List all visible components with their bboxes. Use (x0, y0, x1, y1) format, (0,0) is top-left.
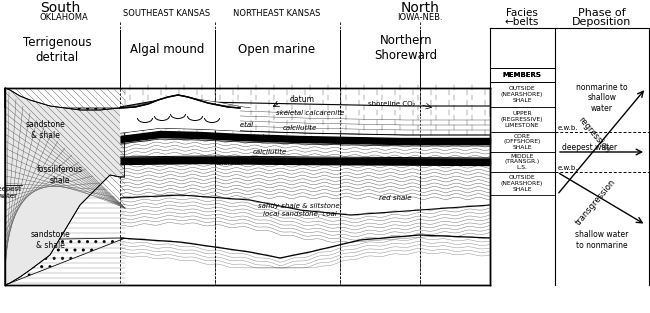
Text: skeletal: skeletal (216, 160, 244, 166)
Bar (490, 68, 555, 82)
Text: md-assoc.: md-assoc. (174, 102, 206, 107)
Text: Deposition: Deposition (572, 17, 632, 27)
Text: sandy shale & siltstone;
local sandstone, coal: sandy shale & siltstone; local sandstone… (258, 203, 342, 217)
Text: NORTHEAST KANSAS: NORTHEAST KANSAS (233, 9, 320, 18)
Text: Facies: Facies (506, 8, 538, 18)
Text: shoreline CO₂: shoreline CO₂ (368, 101, 415, 107)
Text: Algal mound: Algal mound (130, 44, 204, 57)
Text: red shale: red shale (379, 195, 411, 201)
Text: MEMBERS: MEMBERS (502, 72, 541, 78)
Text: OUTSIDE
(NEARSHORE)
SHALE: OUTSIDE (NEARSHORE) SHALE (500, 175, 543, 192)
Text: MEMBERS: MEMBERS (502, 72, 541, 78)
Text: OKLAHOMA: OKLAHOMA (40, 13, 89, 22)
Text: sandstone
& shale: sandstone & shale (25, 120, 65, 140)
Text: ←belts: ←belts (505, 17, 540, 27)
Text: Northern
Shoreward: Northern Shoreward (374, 34, 437, 62)
Text: calcilutite: calcilutite (253, 149, 287, 155)
Text: deepest water: deepest water (562, 142, 618, 151)
Text: deepest
water: deepest water (0, 187, 22, 199)
Text: North: North (400, 1, 439, 15)
Text: CORE
(OFFSHORE)
SHALE: CORE (OFFSHORE) SHALE (503, 134, 541, 150)
Bar (490, 82, 555, 107)
Bar (490, 172, 555, 195)
Text: IOWA-NEB.: IOWA-NEB. (397, 13, 443, 22)
Text: nonmarine to
shallow
water: nonmarine to shallow water (576, 83, 628, 113)
Polygon shape (5, 88, 125, 285)
Text: skeletal: skeletal (226, 122, 254, 128)
Bar (490, 107, 555, 132)
Text: regression: regression (577, 115, 612, 155)
Text: SOUTHEAST KANSAS: SOUTHEAST KANSAS (124, 9, 211, 18)
Polygon shape (120, 95, 240, 133)
Text: Phase of: Phase of (578, 8, 626, 18)
Polygon shape (5, 88, 125, 285)
Text: blackshale: blackshale (231, 134, 268, 140)
Text: transgression: transgression (574, 177, 618, 227)
Text: shallow water
to nonmarine: shallow water to nonmarine (575, 230, 629, 250)
Text: skeletal calcarenite: skeletal calcarenite (276, 110, 344, 116)
Bar (490, 152, 555, 172)
Text: Open marine: Open marine (239, 44, 315, 57)
Text: algal calcilutite: algal calcilutite (151, 113, 205, 119)
Text: UPPER
(REGRESSIVE)
LIMESTONE: UPPER (REGRESSIVE) LIMESTONE (500, 111, 543, 128)
Text: South: South (40, 1, 80, 15)
Text: fossiliferous
shale: fossiliferous shale (37, 165, 83, 185)
Text: datum: datum (290, 95, 315, 105)
Bar (490, 132, 555, 152)
Text: e.w.b.: e.w.b. (558, 165, 579, 171)
Text: MIDDLE
(TRANSGR.)
L.S.: MIDDLE (TRANSGR.) L.S. (504, 154, 540, 170)
Text: e.w.b.: e.w.b. (558, 125, 579, 131)
Text: Terrigenous
detrital: Terrigenous detrital (23, 36, 91, 64)
Text: OUTSIDE
(NEARSHORE)
SHALE: OUTSIDE (NEARSHORE) SHALE (500, 86, 543, 103)
Text: calcilutite: calcilutite (283, 125, 317, 131)
Text: sandstone
& shale: sandstone & shale (30, 230, 70, 250)
